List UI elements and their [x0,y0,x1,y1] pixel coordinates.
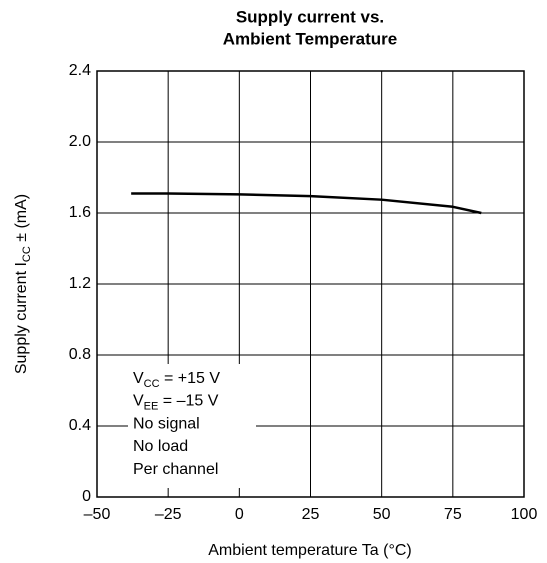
x-tick-label: 25 [302,506,320,523]
x-tick-label: –50 [84,506,111,523]
subscript: CC [144,378,160,390]
annotation-text: VEE = –15 V [133,393,219,413]
text-part: = +15 V [160,370,221,387]
annotation-text: No signal [133,416,200,433]
y-tick-label: 0.4 [69,417,91,434]
text-part: = –15 V [158,393,218,410]
chart-title: Ambient Temperature [223,29,397,48]
y-tick-label: 1.2 [69,275,91,292]
x-axis-label: Ambient temperature Ta (°C) [208,542,412,559]
y-tick-label: 2.0 [69,133,91,150]
annotation-text: No load [133,438,188,455]
x-tick-label: 50 [373,506,391,523]
text-part: No signal [133,416,200,433]
plot-frame [96,70,525,498]
chart-title: Supply current vs. [236,7,384,26]
text-part: Per channel [133,461,218,478]
x-tick-label: 0 [235,506,244,523]
y-tick-label: 0 [82,488,91,505]
x-tick-label: 100 [511,506,538,523]
text-part: V [133,370,144,387]
annotation-text: VCC = +15 V [133,370,220,390]
subscript: EE [144,401,159,413]
text-part: ± (mA) [13,194,30,246]
x-tick-label: 75 [444,506,462,523]
y-tick-label: 2.4 [69,62,91,79]
y-tick-label: 0.8 [69,346,91,363]
y-tick-label: 1.6 [69,204,91,221]
annotation-box [128,364,256,488]
y-axis-label: Supply current ICC ± (mA) [13,194,33,374]
x-tick-label: –25 [155,506,182,523]
text-part: Supply current I [13,262,30,374]
data-line [131,192,482,215]
text-part: No load [133,438,188,455]
text-part: V [133,393,144,410]
subscript: CC [21,246,33,262]
annotation-text: Per channel [133,461,218,478]
